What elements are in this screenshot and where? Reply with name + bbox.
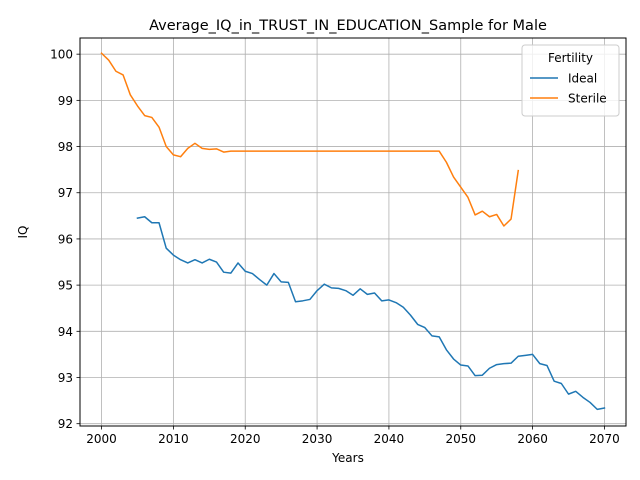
x-axis-title: Years <box>331 451 364 465</box>
y-tick-label: 95 <box>58 279 73 293</box>
legend-label-sterile: Sterile <box>568 92 607 106</box>
y-tick-label: 100 <box>50 48 73 62</box>
y-tick-label: 97 <box>58 186 73 200</box>
legend-label-ideal: Ideal <box>568 72 597 86</box>
x-tick-label: 2020 <box>230 432 261 446</box>
y-tick-label: 93 <box>58 371 73 385</box>
legend: Fertility Ideal Sterile <box>521 44 620 117</box>
series-line-sterile <box>100 52 520 227</box>
plot-area-frame <box>79 37 627 427</box>
x-tick-label: 2010 <box>158 432 189 446</box>
x-tick-label: 2030 <box>302 432 333 446</box>
y-tick-label: 94 <box>58 325 73 339</box>
y-tick-label: 96 <box>58 232 73 246</box>
x-axis-ticks: 2000 2010 2020 2030 2040 2050 2060 2070 <box>86 426 620 446</box>
x-tick-label: 2050 <box>445 432 476 446</box>
x-tick-label: 2040 <box>374 432 405 446</box>
y-tick-label: 98 <box>58 140 73 154</box>
chart-title: Average_IQ_in_TRUST_IN_EDUCATION_Sample … <box>149 18 547 34</box>
x-tick-label: 2000 <box>86 432 117 446</box>
y-axis-ticks: 92 93 94 95 96 97 98 99 100 <box>50 48 80 431</box>
y-axis-title: IQ <box>16 226 30 239</box>
y-tick-label: 99 <box>58 94 73 108</box>
legend-title: Fertility <box>548 51 593 65</box>
series-line-ideal <box>136 216 606 411</box>
x-tick-label: 2060 <box>517 432 548 446</box>
series-lines <box>100 52 606 411</box>
y-tick-label: 92 <box>58 417 73 431</box>
x-tick-label: 2070 <box>589 432 620 446</box>
